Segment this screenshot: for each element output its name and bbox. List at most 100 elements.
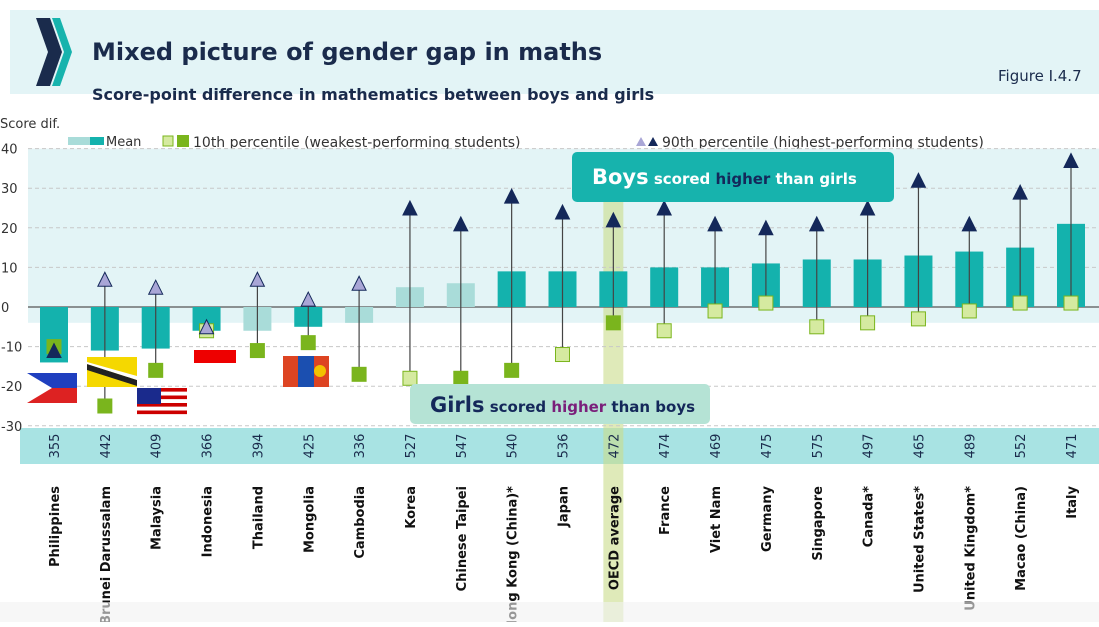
svg-text:Girls scored higher than boys: Girls scored higher than boys — [430, 393, 695, 417]
p90-marker — [46, 342, 62, 359]
legend-p10-label: 10th percentile (weakest-performing stud… — [193, 135, 521, 151]
p10-marker — [97, 398, 113, 414]
country-label: Cambodia — [353, 486, 368, 559]
mean-score-label: 474 — [658, 434, 673, 459]
girls-than-boys: than boys — [606, 398, 695, 416]
flag-stripe — [137, 414, 187, 418]
p90-marker — [859, 199, 876, 216]
p10-marker — [605, 315, 621, 331]
flag-emblem — [314, 365, 326, 377]
p90-marker — [452, 215, 469, 232]
mean-score-label: 497 — [862, 434, 877, 459]
p10-marker — [402, 370, 418, 386]
legend-p90-light-swatch — [636, 137, 646, 146]
country-label: Chinese Taipei — [455, 486, 470, 591]
header-background — [10, 10, 1099, 94]
y-tick-label: 40 — [1, 143, 18, 158]
p10-marker — [453, 370, 469, 386]
p90-marker — [605, 211, 622, 228]
p90-marker — [503, 188, 520, 204]
p90-marker — [808, 215, 825, 232]
flag-band — [298, 356, 314, 387]
mean-score-band — [20, 428, 1099, 464]
p10-marker — [351, 366, 367, 382]
boys-word: Boys — [592, 165, 649, 189]
plot-area: -30 -20 -10 0 10 20 30 40 355 Philippines 442 Brune… — [1, 143, 1099, 627]
p90-marker — [1063, 152, 1079, 168]
page-title: Mixed picture of gender gap in maths — [92, 38, 602, 66]
country-flags — [27, 350, 329, 418]
country-label: Hong Kong (China)* — [506, 486, 521, 622]
girls-word: Girls — [430, 393, 485, 417]
mean-score-label: 336 — [353, 434, 368, 459]
country-label: Japan — [557, 486, 572, 528]
p90-marker — [758, 219, 774, 236]
country-label: Philippines — [48, 486, 63, 567]
brunei-flag-icon — [87, 357, 137, 387]
mean-score-label: 552 — [1014, 434, 1029, 459]
y-tick-label: 0 — [1, 301, 9, 316]
p10-marker — [504, 362, 520, 378]
country-label: Thailand — [251, 486, 266, 549]
country-label: Brunei Darussalam — [99, 486, 114, 622]
mean-score-label: 425 — [302, 434, 317, 459]
flag-stripe — [137, 406, 187, 411]
mean-score-label: 527 — [404, 434, 419, 459]
country-label: Viet Nam — [709, 486, 724, 553]
p90-marker — [961, 215, 978, 232]
country-label: Mongolia — [302, 486, 317, 553]
legend-mean-label: Mean — [106, 135, 141, 150]
p10-marker — [555, 347, 570, 363]
boys-higher: higher — [716, 170, 771, 188]
malaysia-flag-icon — [137, 388, 187, 418]
flag-stripe — [137, 395, 187, 400]
flag-stripe — [137, 399, 187, 403]
mean-score-label: 394 — [251, 434, 266, 459]
mean-score-label: 355 — [48, 434, 63, 459]
boys-scored: scored — [649, 170, 716, 188]
mean-score-label: 472 — [607, 434, 622, 459]
country-label: OECD average — [607, 486, 622, 590]
p10-marker — [656, 323, 672, 339]
legend-p90-label: 90th percentile (highest-performing stud… — [662, 135, 984, 151]
mean-score-label: 471 — [1065, 434, 1080, 459]
y-tick-label: -30 — [1, 420, 22, 435]
mean-score-label: 547 — [455, 434, 470, 459]
p90-marker — [300, 290, 317, 307]
p90-marker — [147, 279, 164, 295]
girls-higher: higher — [551, 398, 606, 416]
legend: Score dif. Mean 10th percentile (weakest… — [0, 117, 984, 151]
p10-marker — [1063, 295, 1079, 311]
p10-marker — [860, 315, 876, 331]
boys-than-girls: than girls — [770, 170, 857, 188]
p90-marker — [198, 318, 215, 335]
p90-marker — [707, 215, 723, 232]
girls-annotation: Girls scored higher than boys — [410, 384, 710, 424]
mean-score-label: 475 — [760, 434, 775, 459]
flag-stripe — [194, 350, 236, 363]
mean-score-label: 489 — [963, 434, 978, 459]
country-label: Italy — [1065, 485, 1080, 518]
p90-marker — [402, 199, 418, 216]
country-label: Indonesia — [201, 486, 216, 557]
figure-label: Figure I.4.7 — [998, 67, 1082, 85]
flag-stripe — [137, 410, 187, 415]
girls-scored: scored — [485, 398, 552, 416]
p10-marker — [809, 319, 825, 335]
mongolia-flag-icon — [283, 356, 329, 387]
mean-score-label: 465 — [912, 434, 927, 459]
mean-score-label: 469 — [709, 434, 724, 459]
p90-marker — [910, 172, 927, 188]
flag-band — [87, 364, 137, 386]
y-tick-label: 30 — [1, 182, 18, 197]
flag-stripe — [137, 391, 187, 396]
indonesia-flag-icon — [194, 350, 236, 376]
country-label: Canada* — [862, 486, 877, 547]
svg-text:Boys scored higher than girls: Boys scored higher than girls — [592, 165, 857, 189]
philippines-flag-icon — [27, 373, 77, 403]
p10-marker — [1012, 295, 1028, 311]
mean-score-label: 540 — [506, 434, 521, 459]
p10-marker — [961, 303, 977, 319]
p90-marker — [1012, 184, 1028, 200]
